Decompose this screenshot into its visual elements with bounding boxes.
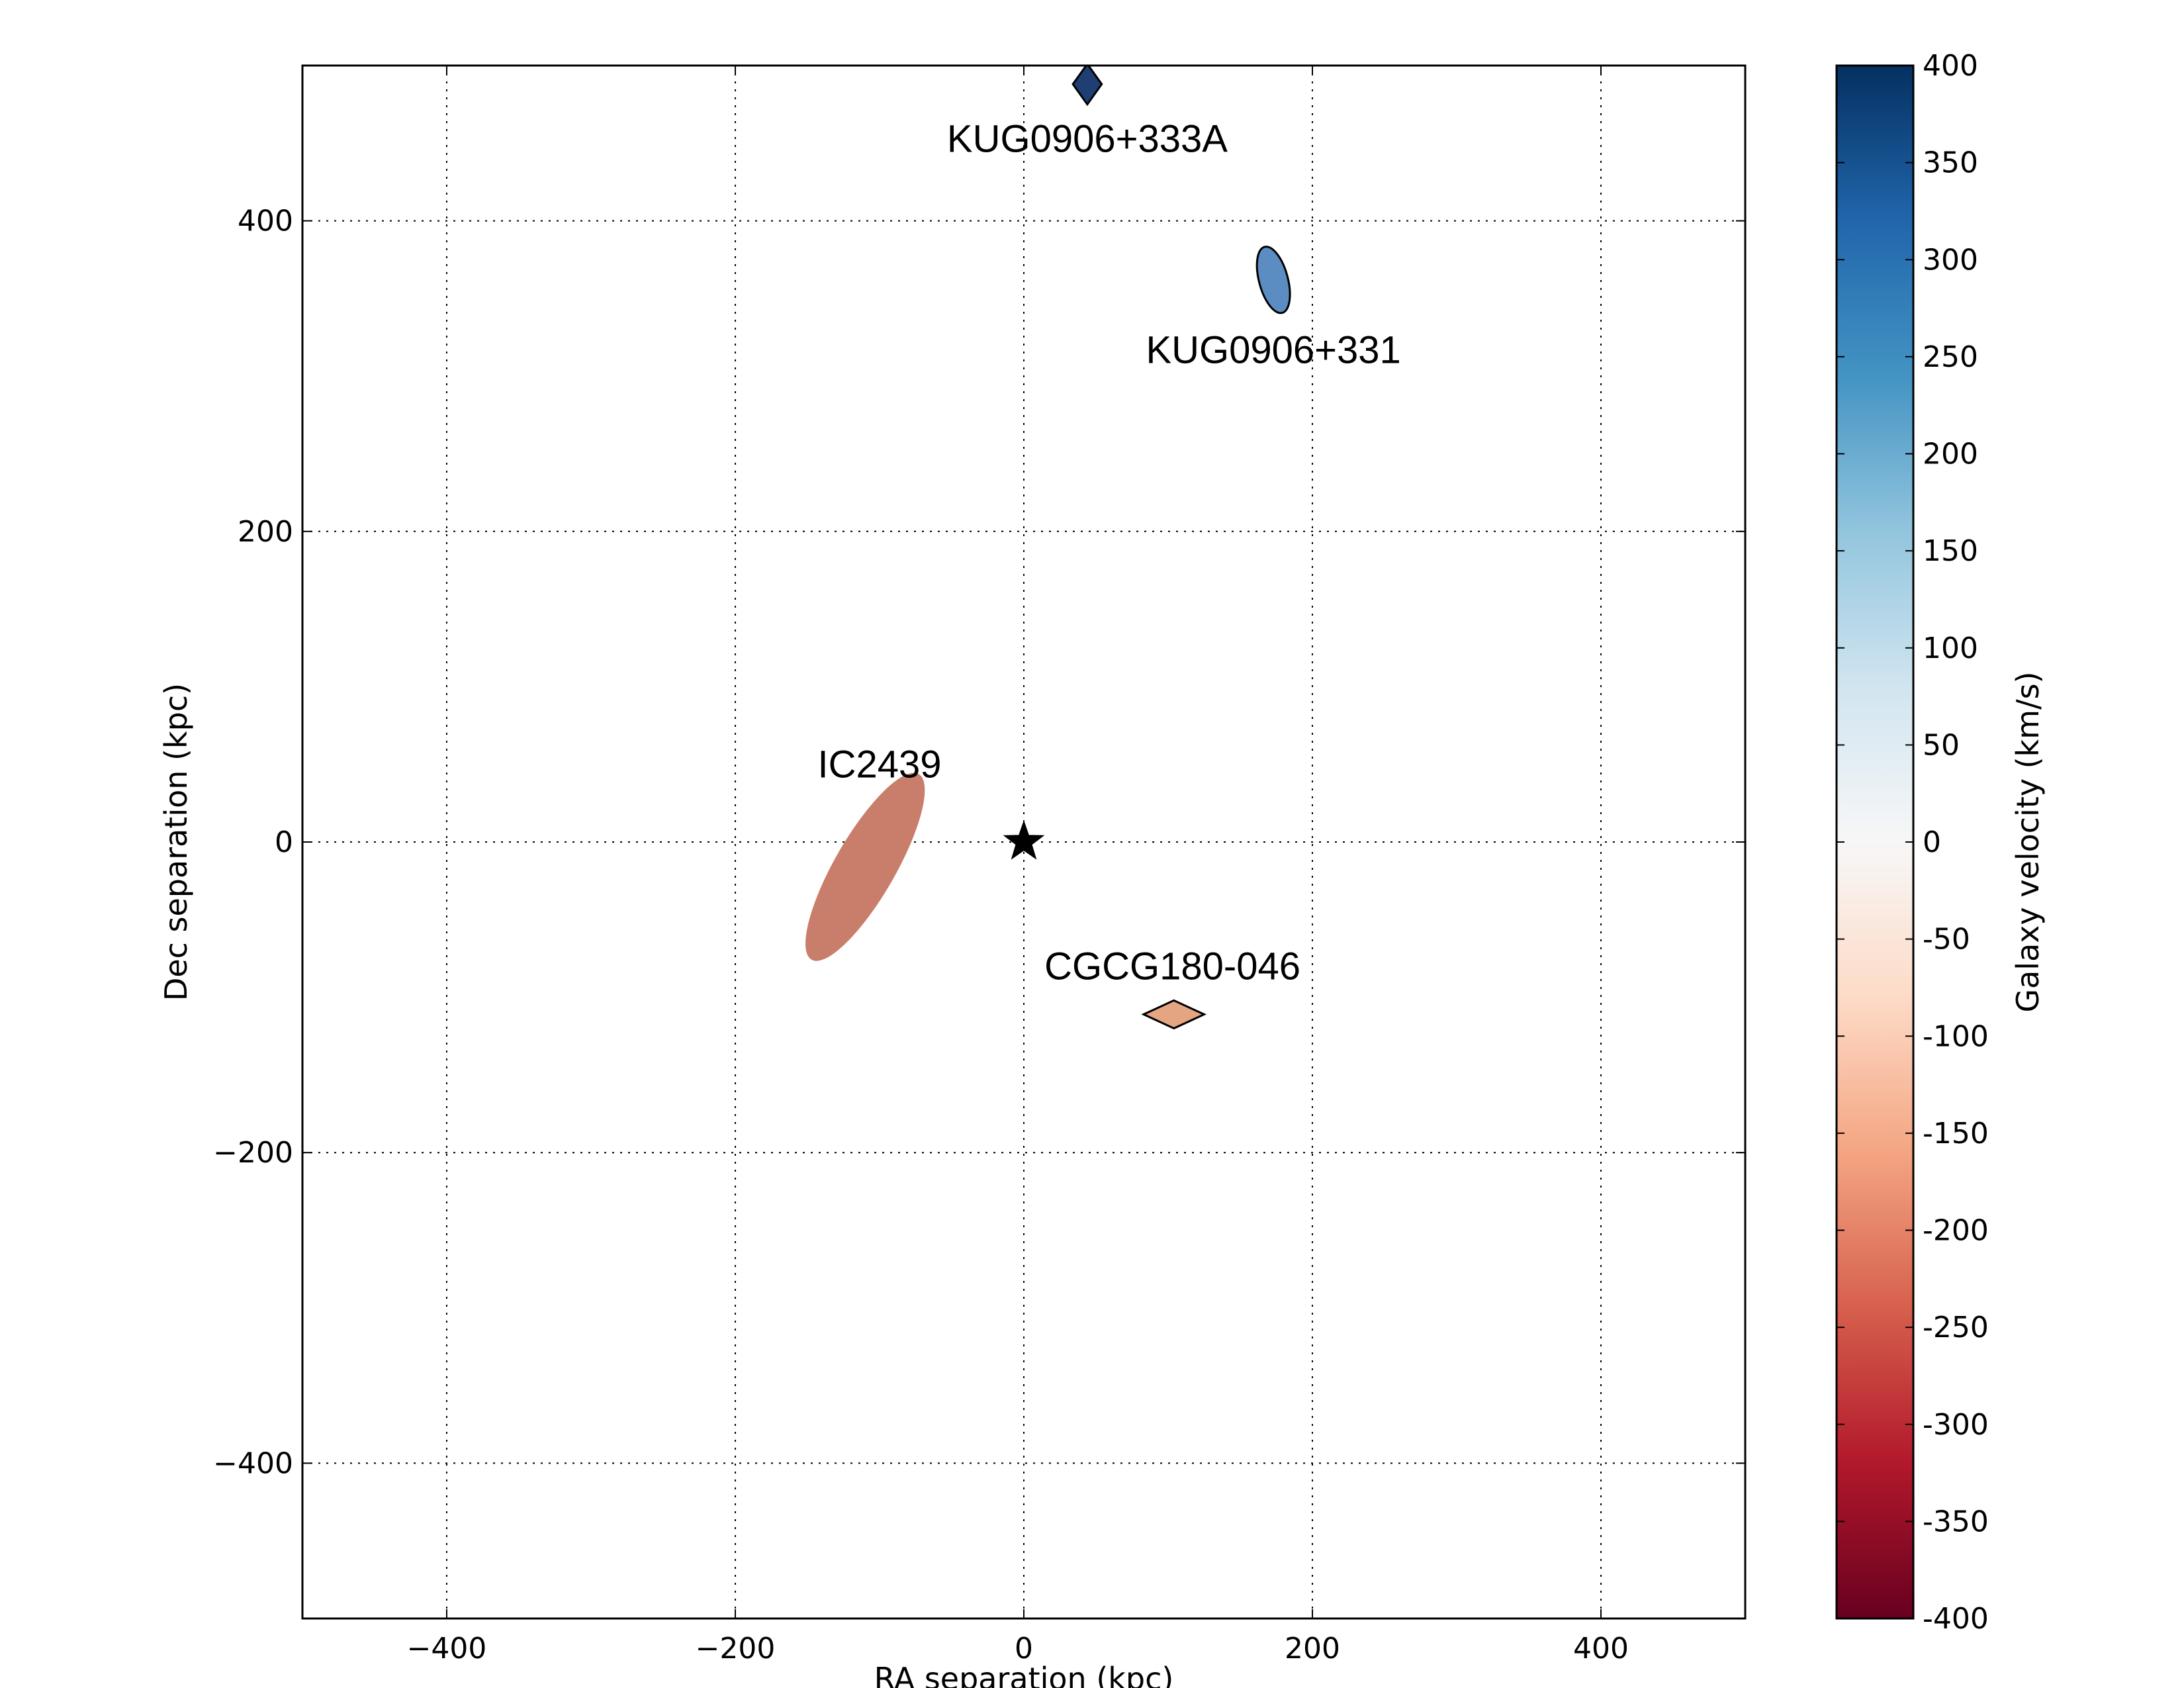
y-tick-label: −200 <box>213 1136 293 1170</box>
y-tick-label: 0 <box>275 825 293 859</box>
colorbar-ticks: 400 350 300 250 200 150 100 50 0 -50 -100 -150 -200 -… <box>1837 49 1989 1636</box>
colorbar-tick-label: 400 <box>1923 49 1978 83</box>
colorbar-tick-label: 150 <box>1923 534 1978 568</box>
colorbar-tick-label: 350 <box>1923 146 1978 180</box>
colorbar-tick-label: -350 <box>1923 1505 1989 1538</box>
galaxy-marker <box>805 773 925 961</box>
colorbar-tick-label: 0 <box>1923 825 1941 859</box>
y-tick-label: 400 <box>238 205 293 238</box>
colorbar-tick-label: 200 <box>1923 438 1978 471</box>
galaxy-labels: KUG0906+333A KUG0906+331 IC2439 CGCG180-046 <box>817 117 1400 988</box>
colorbar-tick-label: -100 <box>1923 1019 1989 1053</box>
galaxy-label: CGCG180-046 <box>1044 945 1300 988</box>
axis-ticks: −400 −200 0 200 400 −400 −200 0 200 400 <box>213 66 1745 1665</box>
center-star-marker <box>1003 820 1045 860</box>
colorbar-tick-label: -250 <box>1923 1311 1989 1344</box>
x-tick-label: 0 <box>1015 1632 1033 1665</box>
colorbar-title: Galaxy velocity (km/s) <box>2010 671 2046 1012</box>
plot-area: KUG0906+333A KUG0906+331 IC2439 CGCG180-046… <box>213 64 1747 1665</box>
galaxy-marker <box>1141 999 1207 1030</box>
x-tick-label: −400 <box>407 1632 487 1665</box>
galaxy-marker <box>1071 66 1103 107</box>
data-marks <box>805 66 1291 1030</box>
y-axis-title: Dec separation (kpc) <box>158 683 194 1001</box>
colorbar-tick-label: -400 <box>1923 1602 1989 1636</box>
x-tick-label: 200 <box>1285 1632 1340 1665</box>
colorbar-tick-label: -50 <box>1923 923 1970 957</box>
x-axis-title: RA separation (kpc) <box>874 1661 1174 1688</box>
colorbar-tick-label: 50 <box>1923 728 1960 762</box>
galaxy-label: IC2439 <box>817 743 941 786</box>
x-tick-label: −200 <box>696 1632 776 1665</box>
colorbar-tick-label: 100 <box>1923 632 1978 665</box>
y-tick-label: −400 <box>213 1446 293 1480</box>
colorbar-tick-label: -300 <box>1923 1408 1989 1442</box>
colorbar-tick-label: 300 <box>1923 243 1978 277</box>
galaxy-label: KUG0906+333A <box>947 117 1228 160</box>
colorbar-tick-label: -150 <box>1923 1117 1989 1150</box>
galaxy-marker <box>1255 246 1291 314</box>
colorbar-gradient <box>1837 66 1913 1618</box>
colorbar-tick-label: 250 <box>1923 340 1978 374</box>
y-tick-label: 200 <box>238 515 293 549</box>
colorbar-tick-label: -200 <box>1923 1214 1989 1248</box>
galaxy-label: KUG0906+331 <box>1146 328 1400 371</box>
x-tick-label: 400 <box>1573 1632 1629 1665</box>
colorbar: 400 350 300 250 200 150 100 50 0 -50 -100 -150 -200 -… <box>1835 49 2046 1636</box>
